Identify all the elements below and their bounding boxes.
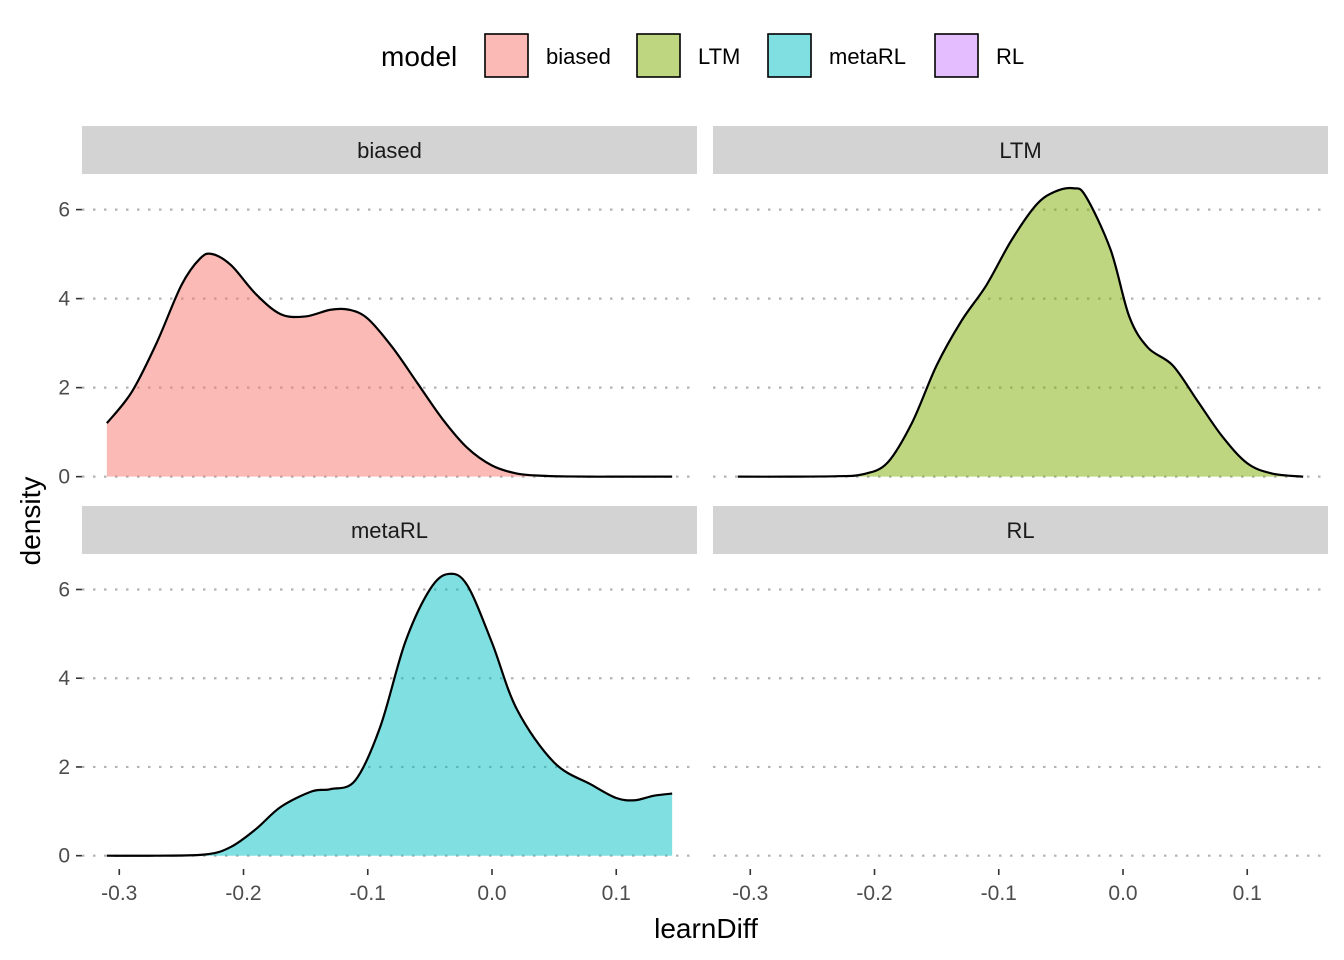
facet-biased: biased 0 2 4 6 bbox=[58, 126, 697, 489]
y-tick-label: 0 bbox=[58, 466, 70, 489]
axes: learnDiff density bbox=[15, 477, 758, 944]
y-tick-label: 4 bbox=[58, 667, 70, 690]
x-tick-label: 0.1 bbox=[602, 882, 631, 905]
density-line-biased bbox=[105, 252, 673, 478]
legend-label-metarl: metaRL bbox=[829, 44, 906, 69]
legend-label-biased: biased bbox=[546, 44, 611, 69]
legend-key-rl bbox=[934, 33, 979, 78]
facet-panels: biased 0 2 4 6 LTM metaRL 0 2 4 6 -0.3 -0.2 -0.1 0.0 0.… bbox=[58, 126, 1328, 905]
x-tick-label: 0.1 bbox=[1233, 882, 1262, 905]
legend-key-metarl bbox=[767, 33, 812, 78]
density-area-metarl bbox=[106, 573, 673, 856]
density-line-metarl bbox=[106, 572, 673, 857]
facet-strip-ltm bbox=[713, 126, 1328, 174]
density-area-ltm bbox=[737, 188, 1304, 477]
y-tick-label: 6 bbox=[58, 199, 70, 222]
facet-ltm: LTM bbox=[713, 126, 1328, 478]
facet-rl: RL -0.3 -0.2 -0.1 0.0 0.1 bbox=[713, 506, 1328, 905]
density-area-biased bbox=[106, 253, 673, 477]
y-tick-label: 2 bbox=[58, 756, 70, 779]
density-line-ltm bbox=[737, 186, 1304, 478]
facet-strip-metarl bbox=[82, 506, 697, 554]
x-tick-label: -0.1 bbox=[350, 882, 386, 905]
x-axis-title: learnDiff bbox=[654, 913, 758, 944]
x-tick-label: -0.3 bbox=[732, 882, 768, 905]
x-tick-label: -0.1 bbox=[981, 882, 1017, 905]
x-tick-label: -0.2 bbox=[856, 882, 892, 905]
facet-strip-rl bbox=[713, 506, 1328, 554]
x-tick-label: 0.0 bbox=[477, 882, 506, 905]
facet-strip-label-rl: RL bbox=[1006, 518, 1034, 543]
y-tick-label: 6 bbox=[58, 578, 70, 601]
facet-metarl: metaRL 0 2 4 6 -0.3 -0.2 -0.1 0.0 0.1 bbox=[58, 506, 697, 905]
facet-strip-label-metarl: metaRL bbox=[351, 518, 428, 543]
y-tick-label: 0 bbox=[58, 845, 70, 868]
legend-label-rl: RL bbox=[996, 44, 1024, 69]
legend-title: model bbox=[381, 41, 457, 72]
y-tick-label: 2 bbox=[58, 377, 70, 400]
y-axis-title: density bbox=[15, 477, 46, 566]
x-tick-label: -0.2 bbox=[225, 882, 261, 905]
legend: model biased LTM metaRL RL bbox=[381, 33, 1024, 78]
y-tick-label: 4 bbox=[58, 288, 70, 311]
facet-strip-biased bbox=[82, 126, 697, 174]
legend-key-ltm bbox=[636, 33, 681, 78]
x-tick-label: -0.3 bbox=[101, 882, 137, 905]
facet-strip-label-biased: biased bbox=[357, 138, 422, 163]
x-tick-label: 0.0 bbox=[1108, 882, 1137, 905]
legend-label-ltm: LTM bbox=[698, 44, 740, 69]
legend-key-biased bbox=[484, 33, 529, 78]
facet-strip-label-ltm: LTM bbox=[999, 138, 1041, 163]
